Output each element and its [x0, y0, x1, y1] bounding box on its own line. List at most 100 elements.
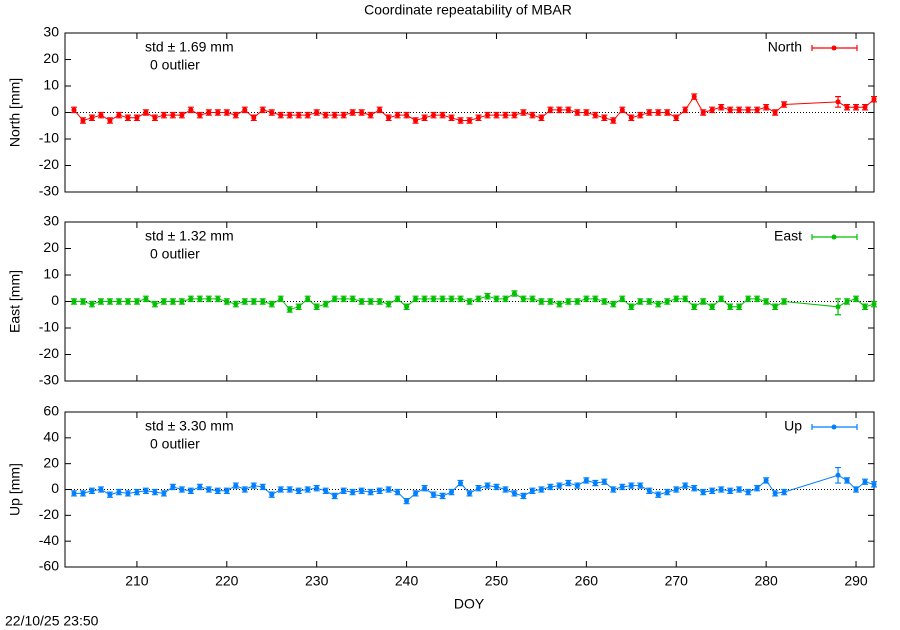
data-point — [736, 487, 742, 492]
data-point — [143, 110, 149, 115]
data-point — [116, 112, 122, 118]
data-point — [260, 484, 266, 490]
y-axis-label: East [mm] — [7, 270, 23, 333]
data-point — [413, 296, 419, 302]
data-point — [161, 299, 167, 304]
data-point — [637, 299, 643, 304]
x-tick-label: 260 — [575, 573, 599, 589]
data-point — [565, 299, 571, 304]
data-point — [422, 296, 428, 302]
data-point — [377, 107, 383, 113]
data-point — [727, 488, 733, 494]
data-point — [871, 481, 877, 487]
data-point — [467, 117, 472, 123]
data-point — [170, 299, 176, 304]
data-point — [853, 296, 859, 302]
data-point — [709, 107, 715, 113]
data-point — [386, 487, 392, 492]
data-point — [574, 299, 580, 304]
chart-title: Coordinate repeatability of MBAR — [364, 2, 572, 18]
x-tick-label: 230 — [305, 573, 329, 589]
data-point — [763, 299, 769, 304]
y-tick-label: 30 — [43, 24, 59, 40]
data-point — [278, 296, 284, 302]
data-point — [143, 296, 149, 302]
data-point — [493, 296, 499, 302]
data-point — [718, 487, 724, 492]
data-point — [404, 498, 410, 504]
data-point — [700, 489, 706, 495]
data-point — [601, 479, 607, 485]
data-point — [215, 488, 221, 494]
data-point — [440, 112, 446, 118]
data-point — [215, 296, 221, 302]
data-point — [619, 484, 625, 490]
data-point — [449, 115, 455, 121]
data-point — [475, 485, 481, 491]
data-point — [125, 490, 131, 496]
x-tick-label: 210 — [125, 573, 149, 589]
data-point — [71, 490, 77, 496]
data-point — [296, 304, 302, 310]
y-tick-label: 0 — [51, 103, 59, 119]
data-point — [125, 115, 131, 121]
data-point — [475, 296, 481, 302]
x-tick-label: 270 — [665, 573, 689, 589]
data-point — [278, 487, 284, 492]
data-point — [395, 112, 401, 118]
data-point — [664, 489, 670, 495]
data-point — [871, 301, 877, 307]
x-tick-label: 280 — [754, 573, 778, 589]
data-point — [709, 488, 715, 494]
data-point — [493, 112, 499, 118]
data-point — [170, 112, 176, 118]
data-point — [610, 301, 616, 307]
data-point — [736, 304, 742, 310]
data-point — [179, 487, 185, 492]
data-point — [341, 112, 347, 118]
data-point — [341, 488, 347, 494]
data-point — [152, 301, 158, 307]
y-tick-label: -30 — [39, 183, 59, 199]
std-annotation: std ± 3.30 mm — [145, 418, 234, 434]
data-point — [844, 477, 850, 483]
data-point — [305, 112, 311, 118]
data-point — [224, 110, 230, 115]
data-point — [853, 104, 859, 110]
outlier-annotation: 0 outlier — [150, 436, 200, 452]
std-annotation: std ± 1.32 mm — [145, 228, 234, 244]
data-point — [179, 299, 185, 304]
data-point — [89, 301, 95, 307]
data-point — [592, 112, 598, 118]
data-point — [431, 492, 437, 498]
data-point — [107, 299, 113, 304]
data-point — [395, 296, 401, 302]
data-point — [188, 107, 194, 113]
data-point — [296, 112, 302, 118]
y-tick-label: 0 — [51, 480, 59, 496]
y-tick-label: -20 — [39, 156, 59, 172]
data-point — [404, 304, 410, 310]
data-point — [89, 115, 95, 121]
outlier-annotation: 0 outlier — [150, 57, 200, 73]
data-point — [152, 489, 158, 495]
data-point — [458, 296, 464, 302]
y-tick-label: 20 — [43, 239, 59, 255]
legend-label: East — [774, 228, 802, 244]
data-point — [538, 115, 544, 121]
data-point — [592, 480, 598, 486]
data-point — [116, 299, 122, 304]
legend-label: Up — [784, 418, 802, 434]
data-point — [601, 299, 607, 304]
data-point — [511, 291, 517, 297]
data-point — [646, 110, 652, 115]
data-point — [718, 104, 724, 110]
legend-marker — [831, 45, 837, 51]
y-tick-label: 10 — [43, 266, 59, 282]
data-point — [484, 483, 490, 489]
data-point — [655, 492, 661, 498]
data-point — [251, 299, 257, 304]
data-point — [224, 488, 230, 494]
std-annotation: std ± 1.69 mm — [145, 39, 234, 55]
data-point — [709, 304, 715, 310]
